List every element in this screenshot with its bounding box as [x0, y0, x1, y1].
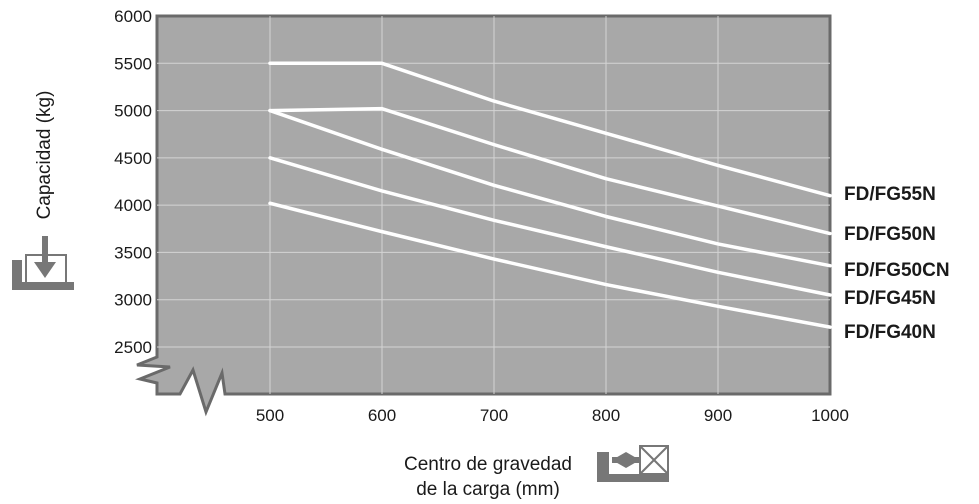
series-label-5: FD/FG40N — [844, 322, 936, 343]
y-tick-label-4000: 4000 — [114, 196, 152, 215]
series-line-2 — [268, 106, 832, 236]
load-weight-icon — [12, 236, 74, 290]
y-tick-label-4500: 4500 — [114, 149, 152, 168]
load-center-icon — [597, 445, 669, 482]
series-line-3 — [268, 108, 832, 268]
series-line-4 — [268, 156, 832, 297]
y-tick-label-2500: 2500 — [114, 338, 152, 357]
tick-labels: 2500 3000 3500 4000 4500 5000 5500 6000 500 600 70… — [114, 7, 849, 425]
x-tick-label-1000: 1000 — [811, 406, 849, 425]
series-label-4: FD/FG45N — [844, 288, 936, 309]
series-label-1: FD/FG55N — [844, 184, 936, 205]
x-axis-title-line2: de la carga (mm) — [416, 479, 560, 500]
x-tick-label-800: 800 — [592, 406, 620, 425]
series-labels: FD/FG55N FD/FG50N FD/FG50CN FD/FG45N FD/FG40… — [844, 184, 950, 343]
series-label-2: FD/FG50N — [844, 224, 936, 245]
grid — [135, 14, 832, 417]
y-tick-label-3500: 3500 — [114, 243, 152, 262]
series-lines — [268, 61, 832, 329]
plot-area — [135, 14, 832, 417]
x-tick-label-700: 700 — [480, 406, 508, 425]
y-tick-label-5500: 5500 — [114, 54, 152, 73]
series-label-3: FD/FG50CN — [844, 260, 950, 281]
x-tick-label-500: 500 — [256, 406, 284, 425]
x-axis-title-line1: Centro de gravedad — [404, 454, 572, 475]
y-tick-label-5000: 5000 — [114, 102, 152, 121]
y-tick-label-6000: 6000 — [114, 7, 152, 26]
series-line-5 — [268, 201, 832, 329]
y-axis-title: Capacidad (kg) — [34, 91, 55, 220]
x-tick-label-600: 600 — [368, 406, 396, 425]
y-tick-label-3000: 3000 — [114, 291, 152, 310]
x-tick-label-900: 900 — [704, 406, 732, 425]
series-line-1 — [268, 61, 832, 198]
